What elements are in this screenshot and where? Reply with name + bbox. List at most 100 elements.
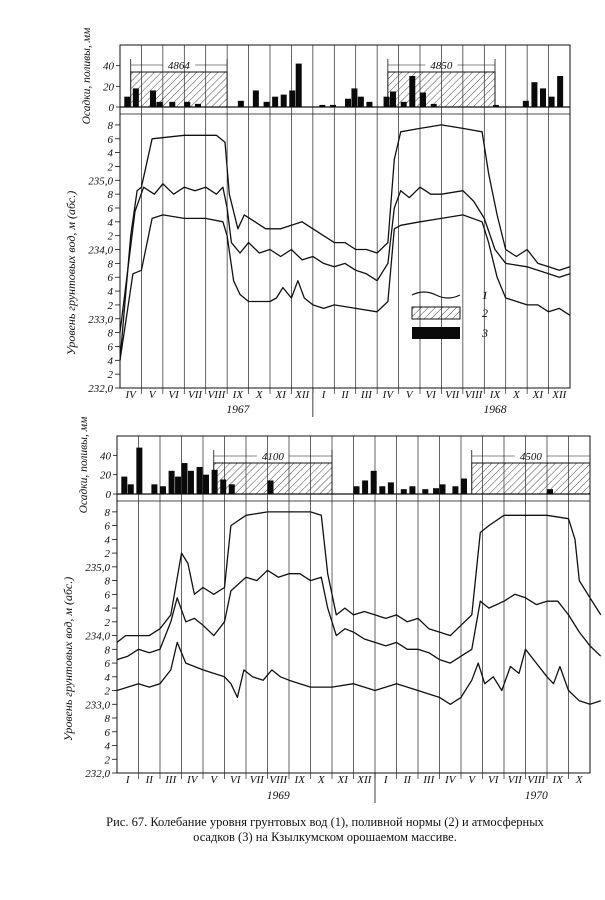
month-label: XI [275, 389, 288, 401]
precip-bar [452, 486, 459, 494]
month-label: VI [426, 389, 438, 401]
month-label: IX [489, 389, 502, 401]
precip-bar [439, 484, 446, 494]
precip-bar [237, 100, 244, 107]
month-label: IX [294, 774, 307, 786]
precip-bar [272, 96, 279, 107]
rain-axis-title: Осадки, поливы, мм [81, 27, 93, 124]
precip-bar [121, 476, 128, 494]
month-label: IX [552, 774, 565, 786]
precip-bar [409, 76, 416, 107]
rain-tick-label: 0 [109, 102, 115, 114]
precip-bar [263, 101, 270, 107]
precip-bar [124, 96, 131, 107]
precip-bar [390, 91, 396, 107]
precip-bar [548, 96, 555, 107]
month-label: X [255, 389, 264, 401]
groundwater-line-3 [119, 214, 571, 361]
precip-bar [195, 103, 201, 107]
month-label: III [422, 774, 435, 786]
precip-bar [280, 94, 287, 107]
precip-bar [370, 470, 377, 494]
precip-bar [420, 92, 426, 107]
y-tick-label: 232,0 [85, 768, 110, 780]
precip-bar [409, 486, 416, 494]
y-tick-label: 8 [108, 258, 114, 270]
rain-tick-label: 20 [103, 81, 115, 93]
precip-bar [547, 489, 553, 494]
legend-label-3: 3 [481, 326, 488, 340]
irrigation-label: 4500 [520, 451, 543, 463]
y-axis-title: Уровень грунтовых вод, м (абс.) [61, 577, 75, 742]
precip-bar [150, 90, 156, 107]
precip-bar [132, 88, 139, 107]
precip-bar [379, 486, 386, 494]
month-label: I [321, 389, 327, 401]
groundwater-line-2 [116, 569, 602, 664]
month-label: III [360, 389, 373, 401]
y-tick-label: 2 [105, 754, 111, 766]
y-tick-label: 4 [105, 534, 111, 546]
y-tick-label: 2 [108, 300, 114, 312]
y-tick-label: 234,0 [85, 631, 110, 643]
precip-bar [362, 480, 369, 494]
precip-bar [461, 478, 467, 494]
month-label: X [317, 774, 326, 786]
y-tick-label: 6 [105, 521, 111, 533]
y-tick-label: 235,0 [85, 562, 110, 574]
rain-axis-title: Осадки, поливы, мм [78, 416, 90, 513]
precip-bar [345, 98, 351, 107]
month-label: XII [356, 774, 372, 786]
precip-bar [136, 447, 143, 494]
precip-bar [400, 489, 407, 494]
precip-bar [422, 489, 429, 494]
irrigation-bar [387, 71, 496, 108]
precip-bar [220, 479, 227, 494]
month-label: II [403, 774, 413, 786]
month-label: VIII [208, 389, 227, 401]
month-label: XI [337, 774, 350, 786]
y-tick-label: 8 [108, 189, 114, 201]
y-tick-label: 6 [108, 134, 114, 146]
groundwater-line-2 [119, 183, 571, 333]
irrigation-label: 4100 [262, 451, 285, 463]
precip-bar [203, 474, 209, 494]
precip-bar [295, 63, 302, 107]
y-tick-label: 8 [108, 328, 114, 340]
y-tick-label: 6 [105, 727, 111, 739]
y-tick-label: 2 [108, 369, 114, 381]
precip-bar [168, 470, 175, 494]
y-tick-label: 2 [108, 161, 114, 173]
month-label: VII [508, 774, 523, 786]
year-label: 1970 [525, 790, 548, 802]
y-tick-label: 4 [108, 286, 114, 298]
precip-bar [228, 484, 235, 494]
month-label: II [145, 774, 155, 786]
y-tick-label: 4 [105, 741, 111, 753]
precip-bar [383, 96, 390, 107]
precip-bar [175, 476, 182, 494]
legend-label-2: 2 [482, 306, 488, 320]
precip-bar [387, 482, 394, 494]
precip-bar [187, 470, 194, 494]
precip-bar [430, 103, 437, 107]
month-label: VI [488, 774, 500, 786]
y-tick-label: 2 [105, 617, 111, 629]
rain-tick-label: 40 [100, 450, 112, 462]
groundwater-line-3 [116, 641, 602, 705]
y-tick-label: 4 [108, 148, 114, 160]
legend-solid-swatch [412, 327, 460, 339]
precip-bar [127, 484, 134, 494]
month-label: VIII [269, 774, 288, 786]
month-label: VI [168, 389, 180, 401]
chart-panel-1967-1968: 232,02468233,02468234,02468235,02468Уров… [64, 27, 571, 417]
rain-tick-label: 0 [106, 489, 112, 501]
chart-panel-1969-1970: 232,02468233,02468234,02468235,02468Уров… [61, 416, 602, 803]
caption-line-1: Рис. 67. Колебание уровня грунтовых вод … [106, 815, 544, 829]
irrigation-label: 4864 [168, 60, 191, 72]
year-label: 1969 [267, 790, 290, 802]
rain-tick-label: 20 [100, 470, 112, 482]
precip-bar [319, 104, 326, 107]
precip-bar [522, 100, 529, 107]
y-tick-label: 8 [105, 576, 111, 588]
